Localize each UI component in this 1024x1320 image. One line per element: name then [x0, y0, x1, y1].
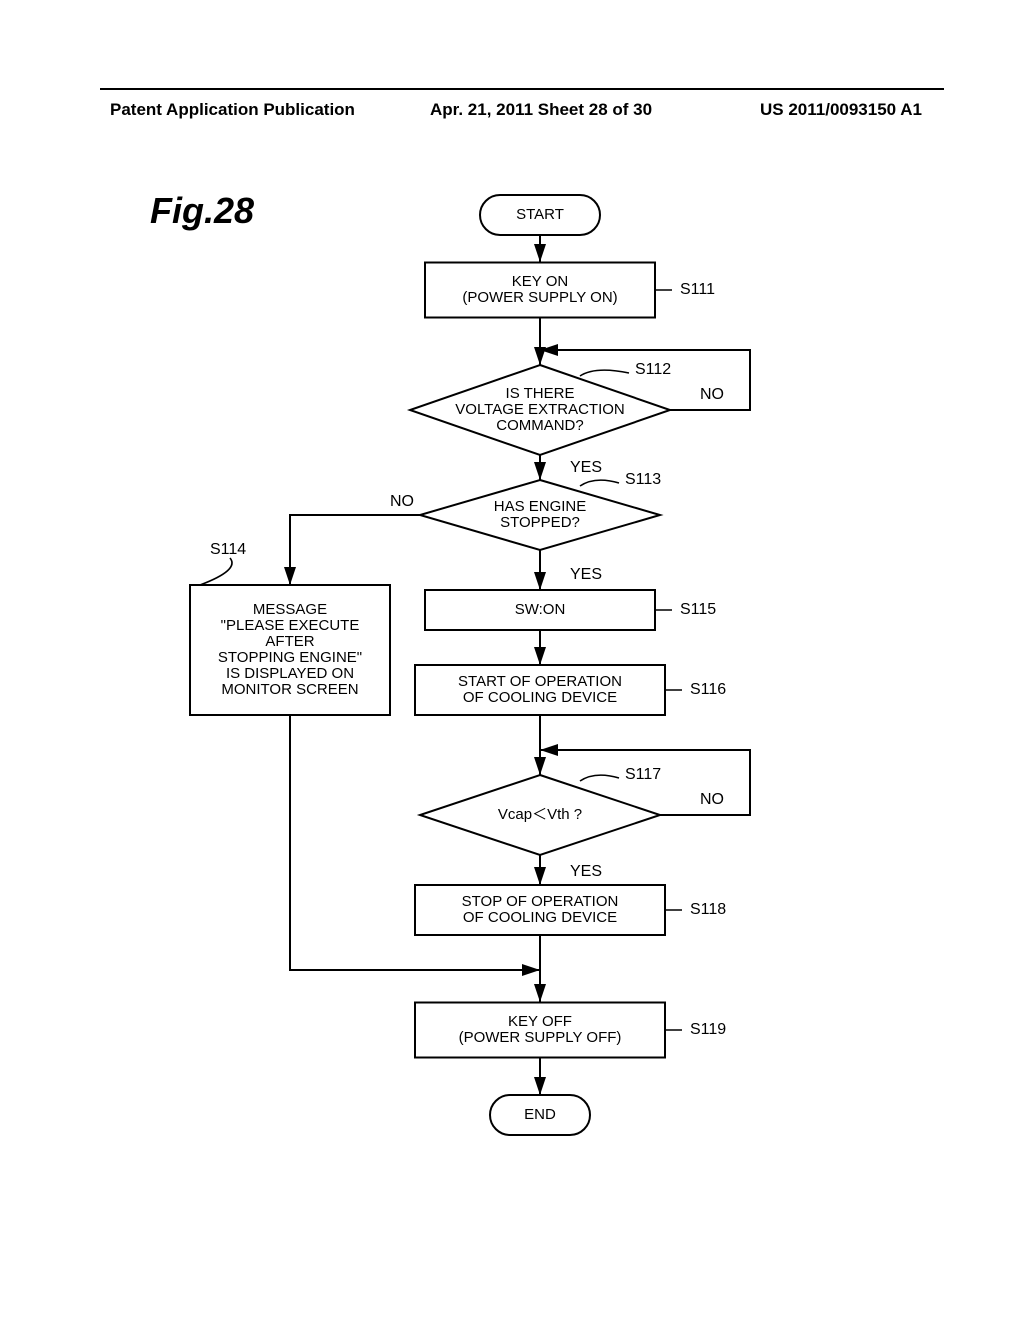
step-label: S117	[625, 766, 661, 783]
branch-label: NO	[700, 791, 724, 808]
node-s118: STOP OF OPERATIONOF COOLING DEVICE S118	[415, 885, 726, 935]
node-s117: Vcap＜Vth ? S117	[420, 766, 661, 855]
node-text: KEY OFF	[508, 1013, 572, 1030]
node-text: SW:ON	[515, 601, 566, 618]
step-label: S116	[690, 681, 726, 698]
node-text: END	[524, 1106, 556, 1123]
node-text: STOP OF OPERATION	[462, 893, 619, 910]
node-end: END	[490, 1095, 590, 1135]
node-start: START	[480, 195, 600, 235]
page: Patent Application Publication Apr. 21, …	[0, 0, 1024, 1320]
node-text: "PLEASE EXECUTE	[221, 617, 360, 634]
node-text: OF COOLING DEVICE	[463, 689, 617, 706]
header-rule	[100, 88, 944, 90]
step-label: S114	[210, 541, 246, 558]
header-left: Patent Application Publication	[110, 100, 355, 120]
node-text: (POWER SUPPLY OFF)	[459, 1029, 622, 1046]
node-text: IS THERE	[506, 385, 575, 402]
step-label: S113	[625, 471, 661, 488]
header-right: US 2011/0093150 A1	[760, 100, 922, 120]
node-text: STOPPED?	[500, 514, 580, 531]
node-text: KEY ON	[512, 273, 568, 290]
node-text: VOLTAGE EXTRACTION	[455, 401, 624, 418]
node-text: MONITOR SCREEN	[221, 681, 358, 698]
step-label: S119	[690, 1021, 726, 1038]
node-text: STOPPING ENGINE"	[218, 649, 362, 666]
step-label: S115	[680, 601, 716, 618]
node-text: IS DISPLAYED ON	[226, 665, 354, 682]
node-s119: KEY OFF(POWER SUPPLY OFF) S119	[415, 1003, 726, 1058]
branch-label: YES	[570, 566, 602, 583]
node-text: HAS ENGINE	[494, 498, 587, 515]
node-s112: IS THEREVOLTAGE EXTRACTIONCOMMAND? S112	[410, 361, 671, 455]
node-s116: START OF OPERATIONOF COOLING DEVICE S116	[415, 665, 726, 715]
edge	[290, 515, 420, 585]
node-s111: KEY ON(POWER SUPPLY ON) S111	[425, 263, 715, 318]
branch-label: NO	[390, 493, 414, 510]
node-text: START	[516, 206, 564, 223]
node-text: AFTER	[265, 633, 314, 650]
branch-label: NO	[700, 386, 724, 403]
branch-label: YES	[570, 863, 602, 880]
branch-label: YES	[570, 459, 602, 476]
flowchart-svg: START KEY ON(POWER SUPPLY ON) S111 IS THERE…	[100, 180, 930, 1240]
node-text: Vcap＜Vth ?	[498, 806, 582, 823]
node-text: MESSAGE	[253, 601, 327, 618]
step-label: S111	[680, 281, 715, 298]
step-label: S118	[690, 901, 726, 918]
step-label: S112	[635, 361, 671, 378]
node-text: COMMAND?	[496, 417, 584, 434]
node-s113: HAS ENGINESTOPPED? S113	[420, 471, 661, 550]
node-s115: SW:ON S115	[425, 590, 716, 630]
header-center: Apr. 21, 2011 Sheet 28 of 30	[430, 100, 652, 120]
node-text: (POWER SUPPLY ON)	[462, 289, 617, 306]
node-text: OF COOLING DEVICE	[463, 909, 617, 926]
node-text: START OF OPERATION	[458, 673, 622, 690]
